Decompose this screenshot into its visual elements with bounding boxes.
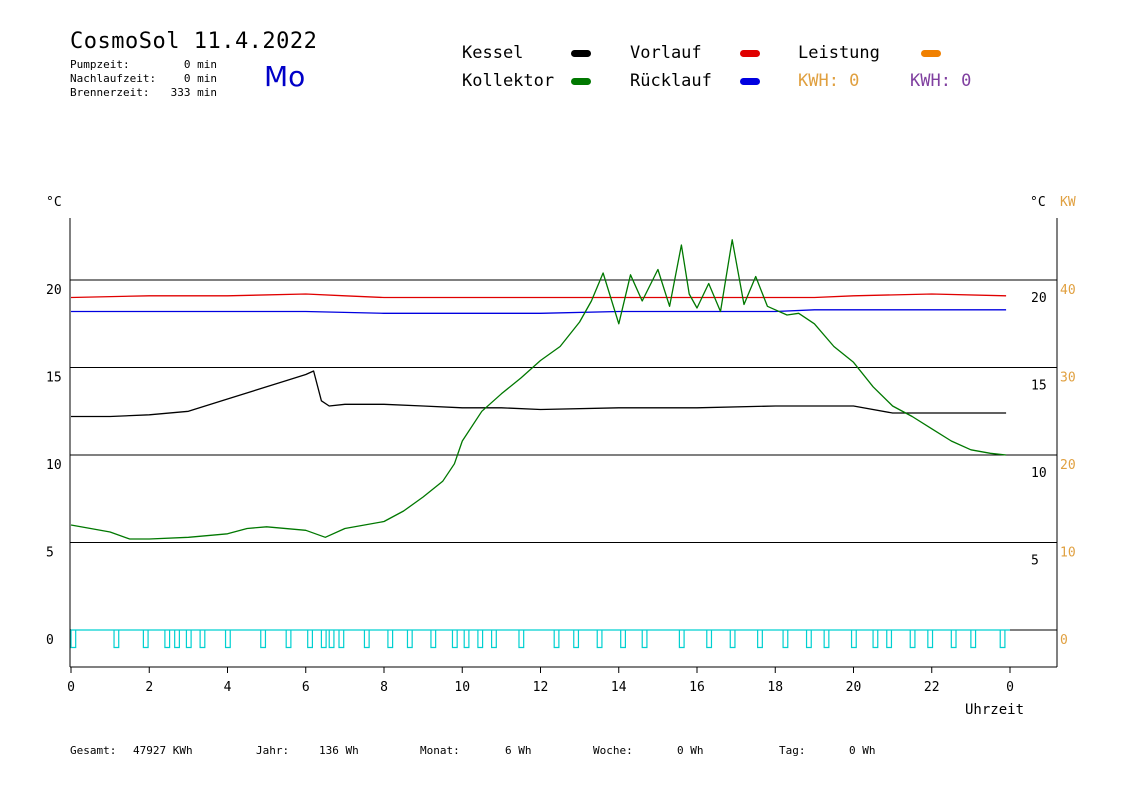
x-tick-label: 12 (533, 680, 549, 695)
x-tick-label: 16 (689, 680, 705, 695)
pump-time-value: 0 min (183, 58, 217, 71)
legend-leistung-swatch (921, 50, 941, 57)
y-tick-label-kw: 40 (1060, 283, 1076, 298)
y-tick-label-left: 20 (46, 283, 62, 298)
pump-time-label: Pumpzeit: (70, 58, 130, 71)
legend-ruecklauf-swatch (740, 78, 760, 85)
footer-tag-label: Tag: (779, 744, 806, 757)
y-tick-label-right: 15 (1031, 379, 1047, 394)
overrun-time-label: Nachlaufzeit: (70, 72, 157, 85)
y-tick-label-left: 0 (46, 633, 54, 648)
footer-tag-value: 0 Wh (849, 744, 876, 757)
y-tick-label-kw: 20 (1060, 458, 1076, 473)
footer-woche-value: 0 Wh (677, 744, 704, 757)
legend-ruecklauf-label: Rücklauf (630, 71, 712, 91)
legend-kessel-swatch (571, 50, 591, 57)
legend-vorlauf-label: Vorlauf (630, 43, 702, 63)
legend-kessel-label: Kessel (462, 43, 524, 63)
x-tick-label: 0 (1006, 680, 1014, 695)
x-tick-label: 10 (454, 680, 470, 695)
y-tick-label-left: 5 (46, 546, 54, 561)
footer-woche-label: Woche: (593, 744, 633, 757)
series-kessel (71, 370, 1007, 418)
y-tick-label-kw: 0 (1060, 633, 1068, 648)
x-tick-label: 8 (380, 680, 388, 695)
x-tick-label: 20 (846, 680, 862, 695)
y-tick-label-left: 15 (46, 371, 62, 386)
y-axis-label-left: °C (46, 195, 62, 210)
y-axis-label-right: °C (1030, 195, 1046, 210)
legend-kollektor-label: Kollektor (462, 71, 555, 91)
footer-gesamt-label: Gesamt: (70, 744, 117, 757)
grid-layer (70, 279, 1057, 631)
y-tick-label-left: 10 (46, 458, 62, 473)
page-title: CosmoSol 11.4.2022 (70, 29, 318, 54)
footer-gesamt-value: 47927 KWh (133, 744, 193, 757)
y-tick-label-right: 20 (1031, 291, 1047, 306)
weekday-label: Mo (264, 60, 306, 93)
legend-kwh-purple: KWH: 0 (910, 71, 972, 91)
footer-jahr-value: 136 Wh (319, 744, 359, 757)
legend-kwh-orange: KWH: 0 (798, 71, 860, 91)
burner-time-label: Brennerzeit: (70, 86, 150, 99)
series-pump (70, 629, 1010, 649)
x-axis-label: Uhrzeit (965, 702, 1024, 718)
x-tick-label: 6 (302, 680, 310, 695)
series-r-cklauf (71, 309, 1007, 314)
x-tick-label: 0 (67, 680, 75, 695)
x-tick-label: 14 (611, 680, 627, 695)
y-tick-label-right: 5 (1031, 554, 1039, 569)
footer-monat-value: 6 Wh (505, 744, 532, 757)
y-tick-label-kw: 10 (1060, 546, 1076, 561)
series-vorlauf (70, 293, 1007, 299)
burner-time-value: 333 min (170, 86, 217, 99)
x-tick-label: 4 (224, 680, 232, 695)
legend-leistung-label: Leistung (798, 43, 880, 63)
footer-monat-label: Monat: (420, 744, 460, 757)
legend-vorlauf-swatch (740, 50, 760, 57)
x-tick-label: 22 (924, 680, 940, 695)
series-kollektor (70, 239, 1007, 540)
x-tick-label: 18 (767, 680, 783, 695)
overrun-time-value: 0 min (183, 72, 217, 85)
y-tick-label-right: 10 (1031, 466, 1047, 481)
x-tick-label: 2 (145, 680, 153, 695)
axes-layer: 0 2 4 6 8 10 12 14 16 18 20 22 0 0 5 10 15 20 5 10 15 20 0 10 20… (46, 218, 1076, 695)
footer-jahr-label: Jahr: (256, 744, 290, 757)
series-layer (70, 239, 1010, 649)
y-tick-label-kw: 30 (1060, 371, 1076, 386)
y-axis-label-kw: KW (1060, 195, 1076, 210)
legend-kollektor-swatch (571, 78, 591, 85)
